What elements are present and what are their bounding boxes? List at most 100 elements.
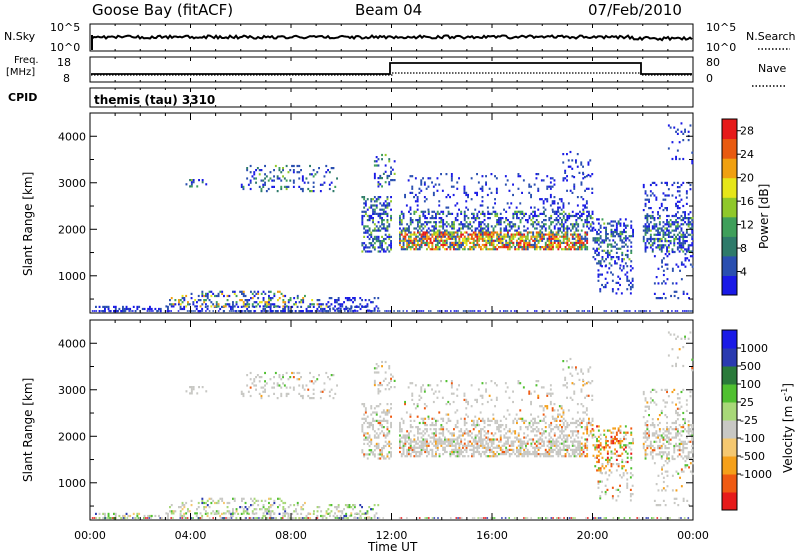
velocity-cell <box>432 392 435 395</box>
velocity-cell <box>525 436 527 439</box>
power-cell <box>334 299 336 302</box>
velocity-cell <box>474 438 477 441</box>
power-cell <box>418 233 421 236</box>
velocity-cell <box>226 506 229 509</box>
power-cell <box>262 185 265 188</box>
velocity-cell <box>544 436 547 439</box>
power-cell <box>557 227 560 230</box>
velocity-cell <box>406 440 409 443</box>
velocity-cell <box>465 428 468 431</box>
velocity-cell <box>519 438 522 441</box>
power-cell <box>411 221 414 224</box>
power-cell <box>388 160 391 163</box>
power-cell <box>260 187 263 191</box>
power-cell <box>337 299 340 302</box>
power-cell <box>488 187 491 190</box>
velocity-cell <box>544 405 547 408</box>
power-cell <box>676 211 679 214</box>
power-cell <box>494 212 497 215</box>
power-cell <box>375 198 378 201</box>
power-cell <box>533 206 536 209</box>
power-cell <box>658 237 661 241</box>
velocity-cell <box>530 419 533 422</box>
velocity-cell <box>485 446 488 449</box>
power-cell <box>375 156 378 159</box>
power-cell <box>691 265 694 268</box>
power-cell <box>471 212 473 215</box>
power-cell <box>388 233 391 236</box>
power-cell <box>426 229 428 232</box>
power-cell <box>266 310 268 313</box>
power-cell <box>567 159 570 162</box>
power-cell <box>444 223 446 226</box>
velocity-cell <box>447 444 450 447</box>
velocity-cell <box>508 428 511 431</box>
velocity-cell <box>530 430 533 433</box>
power-cell <box>562 177 565 180</box>
power-cell <box>514 225 517 228</box>
velocity-cell <box>415 453 418 456</box>
velocity-cell <box>415 450 418 454</box>
power-cell <box>318 167 320 170</box>
power-cell <box>232 301 234 304</box>
velocity-cell <box>551 392 554 395</box>
nsky-tick-top: 10^5 <box>50 21 80 34</box>
velocity-cell <box>476 442 479 445</box>
power-cell <box>375 164 378 167</box>
power-cell <box>447 206 450 209</box>
power-cell <box>606 222 609 225</box>
velocity-cell <box>469 430 472 433</box>
power-cell <box>571 246 574 249</box>
power-cell <box>653 181 656 184</box>
power-cell <box>150 307 153 311</box>
power-cell <box>262 179 265 182</box>
nave-tick-bottom: 0 <box>706 72 713 85</box>
power-cell <box>584 221 587 224</box>
power-cell <box>586 210 589 213</box>
velocity-cell <box>388 411 391 414</box>
power-cell <box>481 212 484 215</box>
power-cell <box>684 265 687 268</box>
power-cell <box>445 237 448 240</box>
power-cell <box>242 294 245 298</box>
power-cell <box>521 210 524 213</box>
power-cell <box>247 310 249 312</box>
velocity-cell <box>427 417 430 420</box>
velocity-cell <box>512 390 514 393</box>
velocity-cell <box>361 403 364 406</box>
power-cell <box>662 280 665 283</box>
velocity-cell <box>551 415 554 418</box>
power-cell <box>433 237 436 240</box>
power-cell <box>460 243 463 247</box>
power-cell <box>114 307 117 311</box>
power-cell <box>566 214 569 218</box>
velocity-cell <box>204 512 207 515</box>
velocity-cell <box>535 455 538 458</box>
velocity-cell <box>541 428 544 431</box>
power-cell <box>551 202 554 205</box>
velocity-cell <box>260 386 263 389</box>
power-cell <box>610 271 612 274</box>
power-cell <box>424 241 427 244</box>
power-cell <box>602 286 605 289</box>
velocity-cell <box>561 428 563 431</box>
power-cell <box>284 294 287 298</box>
velocity-cell <box>553 444 556 447</box>
power-cell <box>359 297 362 300</box>
power-cell <box>489 243 491 247</box>
velocity-cell <box>487 436 490 439</box>
velocity-cell <box>435 421 437 425</box>
velocity-cell <box>517 453 520 456</box>
velocity-cell <box>418 421 421 425</box>
power-cell <box>646 240 649 243</box>
velocity-cell <box>233 512 236 515</box>
velocity-cell <box>447 417 450 420</box>
power-cell <box>400 239 403 242</box>
power-cell <box>456 235 459 238</box>
velocity-cell <box>228 501 231 505</box>
velocity-cell <box>535 446 538 449</box>
velocity-cell <box>300 517 303 520</box>
velocity-cell <box>512 400 514 404</box>
velocity-cell <box>490 438 493 441</box>
power-cell <box>429 233 432 236</box>
